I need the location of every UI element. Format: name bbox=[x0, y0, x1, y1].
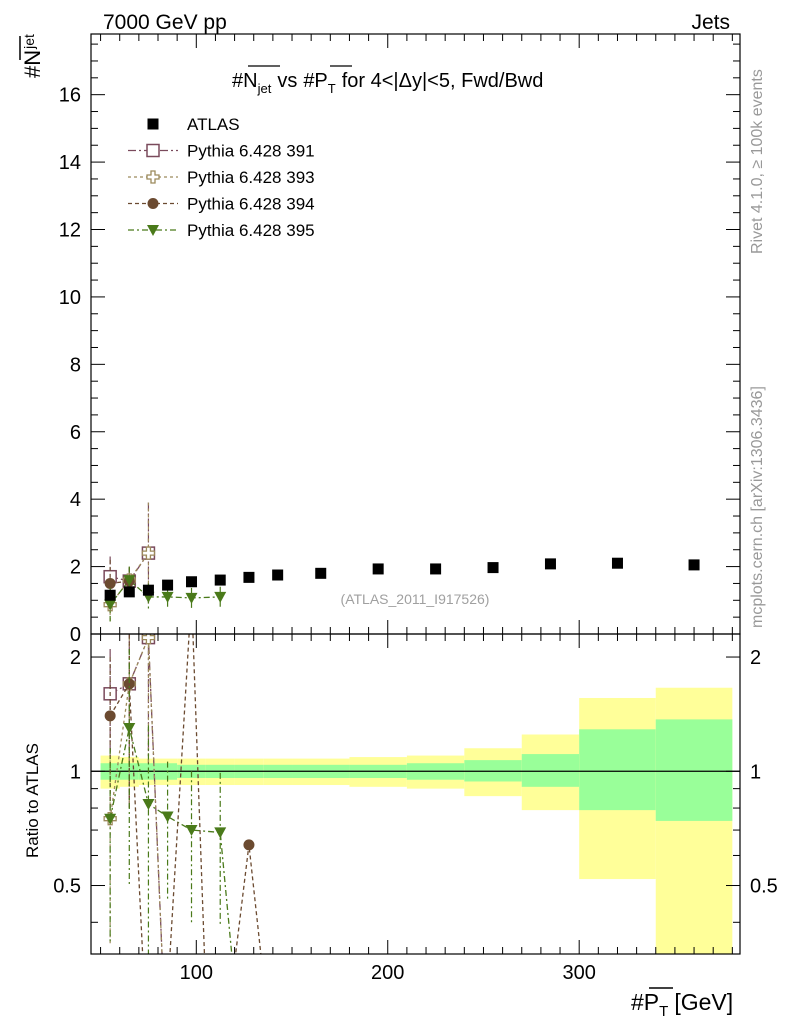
mc-series-top bbox=[103, 502, 227, 622]
legend-marker bbox=[147, 198, 159, 209]
y-tick-label: 2 bbox=[70, 557, 81, 579]
mc-point-ratio bbox=[243, 839, 255, 851]
stat-uncertainty-band bbox=[579, 729, 656, 811]
x-axis-symbol: #P bbox=[631, 989, 659, 1015]
ratio-tick-label-right: 0.5 bbox=[750, 876, 778, 898]
analysis-watermark: (ATLAS_2011_I917526) bbox=[341, 591, 490, 607]
title-vs: vs bbox=[277, 70, 297, 92]
legend-marker-atlas bbox=[147, 118, 159, 130]
x-tick-label: 100 bbox=[180, 962, 213, 984]
atlas-data-point bbox=[162, 579, 174, 591]
x-axis-unit: [GeV] bbox=[674, 989, 733, 1015]
atlas-data-point bbox=[315, 567, 327, 579]
mc-point-ratio bbox=[104, 813, 117, 825]
y-axis-symbol: #N bbox=[20, 50, 45, 78]
mc-line-ratio-spike bbox=[234, 844, 262, 954]
title-rest: for 4<|Δy|<5, Fwd/Bwd bbox=[342, 70, 544, 92]
mc-point-top bbox=[104, 599, 117, 611]
y-tick-label: 12 bbox=[59, 220, 81, 242]
atlas-data-point bbox=[104, 589, 116, 601]
title-n-symbol: #N bbox=[232, 70, 258, 92]
legend-label: Pythia 6.428 394 bbox=[187, 195, 315, 214]
mc-point-top bbox=[185, 592, 198, 604]
x-axis-subscript: T bbox=[659, 1003, 668, 1020]
title-t-subscript: T bbox=[328, 81, 336, 96]
y-axis-label: #Njet bbox=[19, 34, 45, 78]
ratio-tick-label-right: 1 bbox=[750, 761, 761, 783]
atlas-data-point bbox=[372, 563, 384, 575]
chart-title: #Njet vs #PT for 4<|Δy|<5, Fwd/Bwd bbox=[232, 65, 543, 96]
ratio-tick-label-right: 2 bbox=[750, 647, 761, 669]
mc-point-top bbox=[104, 577, 116, 589]
atlas-data-point bbox=[243, 571, 255, 583]
legend-label: Pythia 6.428 393 bbox=[187, 168, 315, 187]
y-tick-label: 14 bbox=[59, 152, 81, 174]
mc-point-ratio bbox=[104, 710, 116, 722]
y-axis-subscript: jet bbox=[21, 34, 37, 50]
atlas-data-point bbox=[487, 562, 499, 574]
rivet-label: Rivet 4.1.0, ≥ 100k events bbox=[749, 69, 766, 254]
legend-marker bbox=[146, 143, 160, 158]
x-tick-label: 200 bbox=[371, 962, 404, 984]
mc-point-ratio bbox=[141, 634, 156, 645]
ratio-tick-label: 1 bbox=[70, 761, 81, 783]
y-tick-label: 4 bbox=[70, 489, 81, 511]
legend-label: ATLAS bbox=[187, 115, 240, 134]
legend-marker bbox=[147, 225, 159, 236]
header-left: 7000 GeV pp bbox=[103, 11, 227, 34]
mc-point-ratio bbox=[185, 825, 198, 837]
title-jet-subscript: jet bbox=[257, 81, 272, 96]
stat-uncertainty-band bbox=[655, 719, 733, 821]
mc-point-ratio bbox=[142, 798, 155, 810]
atlas-data-point bbox=[123, 586, 135, 598]
mc-point-top bbox=[123, 575, 136, 587]
title-p-symbol: #P bbox=[303, 70, 327, 92]
legend-marker bbox=[146, 170, 160, 184]
mc-point-ratio bbox=[214, 827, 227, 839]
atlas-data-point bbox=[214, 574, 226, 586]
header-right: Jets bbox=[691, 11, 730, 34]
mc-point-top bbox=[141, 546, 156, 560]
uncertainty-bands bbox=[100, 687, 733, 954]
ratio-tick-label: 2 bbox=[70, 647, 81, 669]
svg-text:#Njet: #Njet bbox=[20, 34, 45, 78]
atlas-data-point bbox=[272, 569, 284, 581]
mc-point-ratio bbox=[123, 678, 135, 690]
y-tick-label: 16 bbox=[59, 85, 81, 107]
legend-label: Pythia 6.428 391 bbox=[187, 142, 315, 161]
mc-line-ratio bbox=[109, 637, 163, 954]
mc-series-ratio bbox=[103, 634, 262, 954]
mc-point-ratio bbox=[161, 811, 174, 823]
atlas-data-point bbox=[142, 584, 154, 596]
x-tick-label: 300 bbox=[562, 962, 595, 984]
y-tick-label: 8 bbox=[70, 354, 81, 376]
atlas-data-point bbox=[430, 563, 442, 575]
atlas-data-point bbox=[611, 557, 623, 569]
legend-label: Pythia 6.428 395 bbox=[187, 221, 315, 240]
mc-line-top bbox=[109, 579, 221, 606]
atlas-data-point bbox=[186, 576, 198, 588]
atlas-data-points bbox=[104, 557, 700, 601]
x-axis-label: #PT [GeV] bbox=[631, 987, 733, 1020]
atlas-data-point bbox=[544, 558, 556, 570]
mc-point-ratio bbox=[123, 723, 136, 735]
mc-point-top bbox=[214, 591, 227, 603]
mcplots-label: mcplots.cern.ch [arXiv:1306.3436] bbox=[749, 386, 766, 628]
mc-line-ratio bbox=[109, 637, 163, 954]
legend: ATLAS Pythia 6.428 391 Pythia 6.428 393 Pyt… bbox=[128, 115, 315, 240]
y-tick-label: 6 bbox=[70, 422, 81, 444]
mc-line-ratio-spike bbox=[169, 634, 206, 954]
y-tick-label: 0 bbox=[70, 624, 81, 646]
svg-text:#PT[GeV]: #PT [GeV] bbox=[631, 989, 733, 1020]
atlas-data-point bbox=[688, 559, 700, 571]
ratio-panel-frame bbox=[90, 633, 741, 955]
ratio-tick-label: 0.5 bbox=[53, 876, 81, 898]
ratio-axis-label: Ratio to ATLAS bbox=[23, 743, 42, 858]
mc-point-top bbox=[161, 591, 174, 603]
y-tick-label: 10 bbox=[59, 287, 81, 309]
stat-uncertainty-band bbox=[521, 754, 580, 787]
